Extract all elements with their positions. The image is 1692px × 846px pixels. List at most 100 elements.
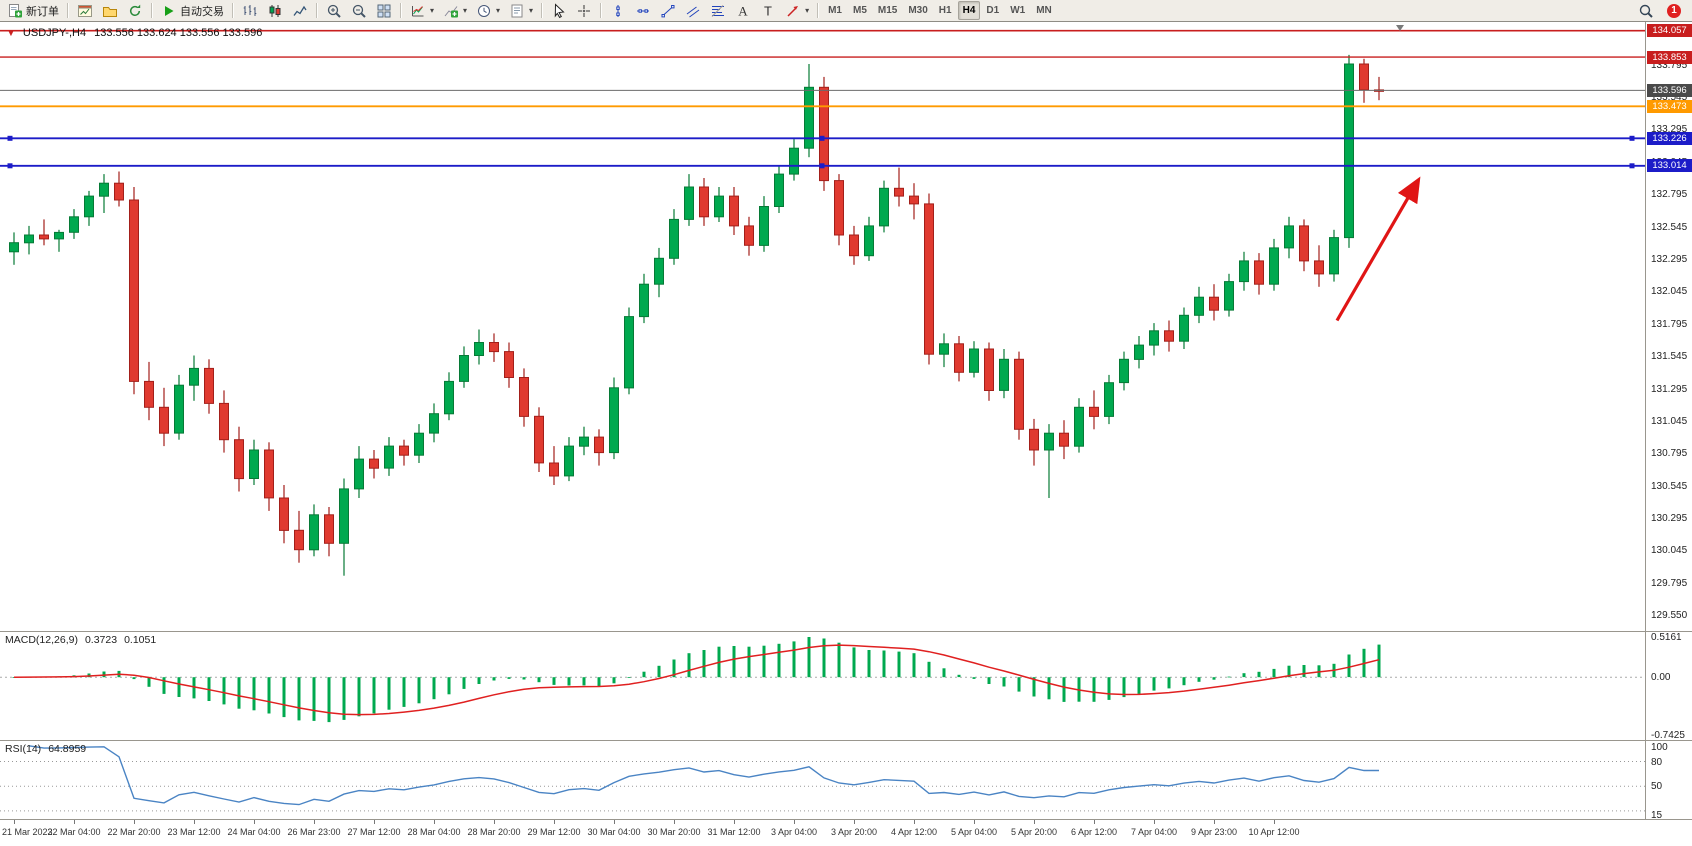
price-axis-label: 129.550 — [1651, 609, 1688, 621]
tf-mn-button[interactable]: MN — [1036, 5, 1052, 16]
candle — [684, 174, 694, 226]
price-panel[interactable]: ▼ USDJPY-,H4 133.556 133.624 133.556 133… — [0, 22, 1645, 631]
hline-133.226[interactable] — [0, 135, 1645, 141]
price-tag: 133.596 — [1647, 83, 1692, 97]
candles-icon — [269, 4, 281, 17]
arrow-tool-icon — [787, 5, 799, 17]
bar-chart-button[interactable] — [238, 0, 262, 21]
crosshair-button[interactable] — [572, 0, 596, 21]
tf-h1-button[interactable]: H1 — [938, 5, 952, 16]
periods-button[interactable]: ▾ — [472, 0, 504, 21]
time-label: 6 Apr 12:00 — [1070, 827, 1118, 837]
time-label: 24 Mar 04:00 — [227, 827, 281, 837]
candle — [399, 439, 409, 466]
refresh-icon — [129, 4, 141, 16]
templates-button[interactable]: ▾ — [505, 0, 537, 21]
zoom-in-icon — [327, 4, 341, 18]
candle — [174, 374, 184, 440]
fibo-icon — [711, 4, 725, 17]
time-tick — [974, 820, 975, 824]
candle — [594, 429, 604, 466]
symbol-period-label: USDJPY-,H4 — [22, 27, 87, 39]
zoom-out-button[interactable] — [347, 0, 371, 21]
candle — [1089, 390, 1099, 430]
candle — [774, 165, 784, 213]
search-button[interactable] — [1634, 0, 1658, 21]
new-order-icon — [9, 3, 22, 17]
tile-windows-button[interactable] — [372, 0, 396, 21]
panel-separator[interactable] — [0, 631, 1692, 632]
indicators-button[interactable]: ▾ — [406, 0, 438, 21]
time-tick — [434, 820, 435, 824]
hline-133.014[interactable] — [0, 163, 1645, 169]
candle — [804, 64, 814, 158]
tf-d1-button[interactable]: D1 — [986, 5, 1000, 16]
time-label: 5 Apr 04:00 — [950, 827, 998, 837]
candle — [894, 167, 904, 207]
rsi-panel[interactable]: RSI(14) 64.8959 — [0, 741, 1645, 819]
horizontal-line-button[interactable] — [631, 0, 655, 21]
macd-axis-label: -0.7425 — [1651, 730, 1685, 741]
time-axis[interactable]: 21 Mar 2023 22 Mar 04:00 22 Mar 20:00 23 Ma… — [0, 819, 1692, 846]
vertical-line-button[interactable] — [606, 0, 630, 21]
chevron-down-icon: ▾ — [430, 6, 435, 15]
candle — [624, 307, 634, 395]
candle-chart-button[interactable] — [263, 0, 287, 21]
cursor-button[interactable] — [547, 0, 571, 21]
candle — [489, 333, 499, 362]
refresh-button[interactable] — [123, 0, 147, 21]
candle — [639, 273, 649, 324]
tf-m15-button[interactable]: M15 — [877, 5, 898, 16]
arrows-button[interactable]: ▾ — [781, 0, 813, 21]
label-button[interactable]: T — [756, 0, 780, 21]
macd-panel[interactable]: MACD(12,26,9) 0.3723 0.1051 — [0, 632, 1645, 740]
trendline-icon — [661, 4, 675, 17]
price-tag: 134.057 — [1647, 24, 1692, 38]
chart-shift-marker[interactable] — [1396, 25, 1404, 31]
candle — [909, 183, 919, 220]
price-axis-label: 131.545 — [1651, 351, 1688, 363]
fibonacci-button[interactable] — [706, 0, 730, 21]
auto-trading-button[interactable]: 自动交易 — [157, 0, 228, 21]
new-order-button[interactable]: 新订单 — [3, 0, 63, 21]
profiles-button[interactable] — [98, 0, 122, 21]
tf-m1-button[interactable]: M1 — [828, 5, 842, 16]
new-chart-button[interactable] — [73, 0, 97, 21]
price-axis-label: 133.295 — [1651, 124, 1688, 136]
candle — [519, 368, 529, 427]
tf-m30-button[interactable]: M30 — [908, 5, 928, 16]
price-axis-label: 130.045 — [1651, 545, 1688, 557]
panel-separator[interactable] — [0, 740, 1692, 741]
candle — [579, 426, 589, 456]
tf-m5-button[interactable]: M5 — [852, 5, 867, 16]
add-indicator-button[interactable]: ▾ — [439, 0, 471, 21]
tf-h4-button[interactable]: H4 — [957, 1, 981, 20]
rsi-axis-label: 15 — [1651, 810, 1663, 821]
macd-signal-line — [13, 644, 1380, 716]
time-label: 26 Mar 23:00 — [287, 827, 341, 837]
trend-arrow-annotation[interactable] — [1335, 176, 1421, 322]
text-button[interactable]: A — [731, 0, 755, 21]
line-chart-button[interactable] — [288, 0, 312, 21]
candle — [189, 355, 199, 401]
time-tick — [254, 820, 255, 824]
candle — [714, 187, 724, 222]
candle — [54, 229, 64, 252]
label-t-icon: T — [764, 3, 772, 18]
price-axis[interactable]: 133.795133.545133.295133.045132.795132.5… — [1645, 22, 1692, 821]
candle — [1254, 253, 1264, 295]
time-label: 7 Apr 04:00 — [1130, 827, 1178, 837]
channel-button[interactable] — [681, 0, 705, 21]
toolbar-separator — [541, 3, 544, 18]
candle — [759, 196, 769, 252]
play-icon — [165, 5, 174, 16]
chevron-down-icon: ▾ — [496, 6, 501, 15]
candle — [1224, 273, 1234, 317]
time-tick — [1154, 820, 1155, 824]
tf-w1-button[interactable]: W1 — [1010, 5, 1026, 16]
time-label: 10 Apr 12:00 — [1248, 827, 1300, 837]
alerts-button[interactable]: 1 — [1663, 0, 1685, 21]
trendline-button[interactable] — [656, 0, 680, 21]
symbol-direction-icon: ▼ — [7, 28, 15, 38]
zoom-in-button[interactable] — [322, 0, 346, 21]
